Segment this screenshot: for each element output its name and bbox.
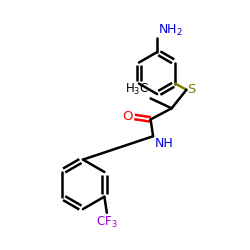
- Text: H$_3$C: H$_3$C: [125, 82, 150, 97]
- Text: S: S: [188, 83, 196, 96]
- Text: CF$_3$: CF$_3$: [96, 215, 118, 230]
- Text: NH: NH: [154, 137, 173, 150]
- Text: NH$_2$: NH$_2$: [158, 23, 183, 38]
- Text: O: O: [122, 110, 132, 124]
